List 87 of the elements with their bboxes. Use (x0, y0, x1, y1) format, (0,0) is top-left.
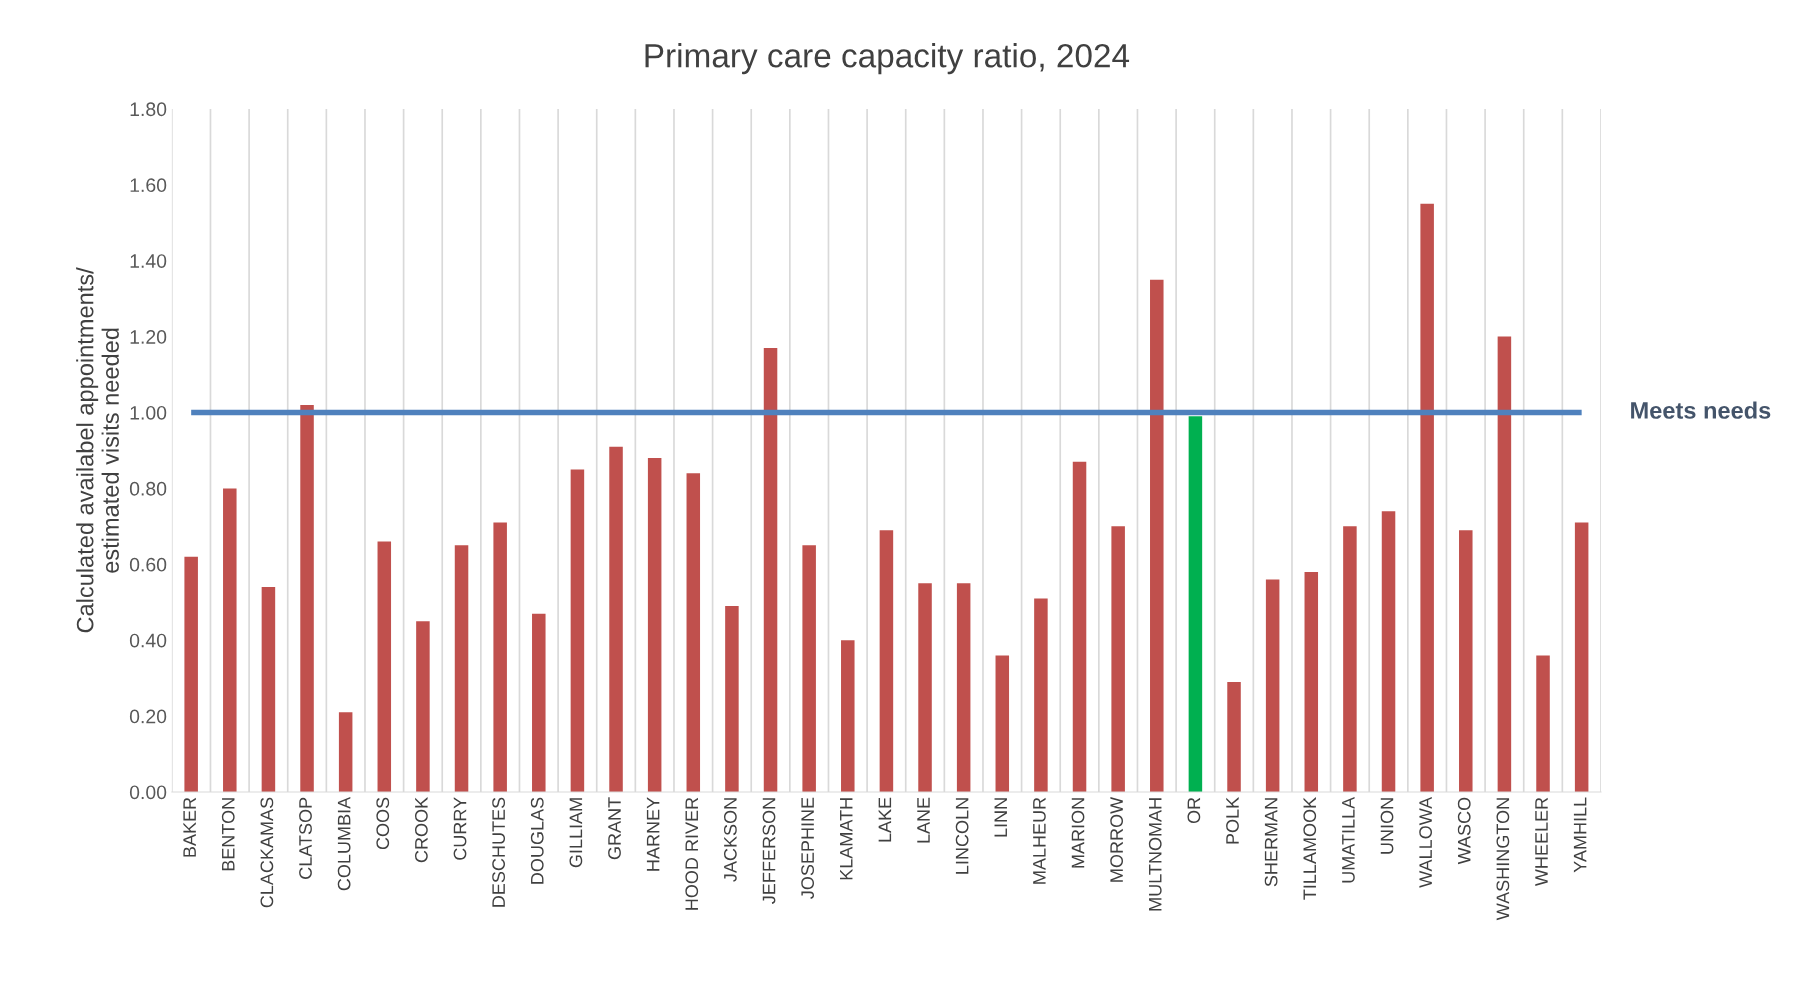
bar (918, 583, 932, 792)
y-tick-label: 1.20 (130, 330, 167, 344)
bar (725, 606, 739, 792)
bar (1072, 461, 1087, 792)
bar (1343, 526, 1357, 792)
x-tick-label: SHERMAN (1264, 798, 1278, 887)
bar (1304, 571, 1319, 792)
y-tick-label: 0.80 (129, 481, 167, 496)
y-tick-label: 1.60 (130, 178, 167, 193)
bar (879, 530, 894, 792)
bar (532, 613, 546, 792)
y-tick-label: 0.00 (129, 785, 167, 800)
x-tick-label: HARNEY (646, 797, 660, 871)
x-tick-label: LINCOLN (955, 798, 969, 874)
bar (763, 347, 778, 792)
x-tick-label: GILLIAM (569, 798, 583, 868)
chart-title: Primary care capacity ratio, 2024 (645, 43, 1130, 75)
bar (454, 545, 469, 792)
x-tick-label: TILLAMOOK (1303, 797, 1317, 900)
y-tick-label: 0.60 (129, 557, 167, 572)
bar (1150, 279, 1164, 792)
bar (995, 655, 1010, 792)
y-tick-label: 0.40 (129, 633, 167, 648)
x-tick-label: OR (1187, 797, 1201, 824)
x-tick-label: POLK (1226, 797, 1239, 844)
x-tick-label: KLAMATH (840, 798, 853, 880)
x-tick-label: BAKER (183, 797, 196, 857)
x-tick-label: JEFFERSON (762, 798, 776, 904)
x-tick-label: JOSEPHINE (801, 797, 815, 899)
x-tick-label: BENTON (221, 798, 235, 871)
x-tick-label: MARION (1071, 798, 1085, 868)
x-tick-label: CLACKAMAS (260, 797, 274, 908)
x-tick-label: COOS (376, 797, 390, 850)
bar (1227, 681, 1241, 792)
bar (377, 541, 392, 792)
bar (1497, 336, 1512, 792)
x-tick-label: WASCO (1457, 797, 1471, 865)
y-tick-label: 1.40 (130, 254, 167, 268)
x-tick-label: LAKE (878, 797, 892, 842)
bar (1420, 203, 1434, 792)
x-tick-label: WHEELER (1535, 797, 1548, 887)
x-tick-label: WALLOWA (1419, 796, 1432, 888)
x-tick-label: JACKSON (723, 798, 737, 882)
bar (1536, 655, 1550, 792)
bar (261, 587, 276, 792)
x-tick-label: WASHINGTON (1496, 798, 1510, 921)
x-tick-label: UNION (1380, 798, 1394, 854)
x-tick-label: UMATILLA (1342, 796, 1355, 883)
bar (1034, 598, 1048, 792)
bar (493, 522, 507, 792)
x-tick-label: MALHEUR (1033, 797, 1046, 884)
x-tick-label: CROOK (414, 797, 428, 863)
bar (647, 458, 662, 792)
x-tick-label: CURRY (453, 797, 467, 860)
bar (1381, 511, 1396, 792)
x-tick-label: DOUGLAS (530, 797, 544, 884)
bar (338, 712, 353, 792)
x-tick-label: YAMHILL (1573, 797, 1587, 873)
ref-line-label: Meets needs (1631, 401, 1771, 419)
bar (841, 640, 855, 792)
bar (570, 469, 585, 792)
y-axis-title: Calculated availabel appointments/ estimated visits needed (76, 267, 119, 633)
bar (609, 446, 623, 792)
y-tick-label: 1.00 (130, 405, 167, 420)
bar (1188, 416, 1203, 792)
x-tick-label: LANE (917, 797, 930, 843)
x-tick-label: HOOD RIVER (685, 797, 699, 910)
x-tick-label: LINN (994, 798, 1007, 837)
bar (223, 488, 237, 792)
bar (1111, 526, 1125, 792)
x-tick-label: DESCHUTES (492, 797, 506, 907)
x-tick-label: MORROW (1110, 796, 1123, 882)
bar (184, 556, 198, 792)
x-tick-label: MULTNOMAH (1148, 798, 1162, 911)
bar (416, 621, 430, 792)
x-tick-label: GRANT (608, 797, 621, 860)
bar (802, 545, 816, 792)
bar (1265, 579, 1280, 792)
bar (686, 473, 701, 792)
bar (1574, 522, 1589, 792)
x-tick-label: CLATSOP (299, 797, 312, 879)
y-tick-label: 0.20 (129, 709, 167, 724)
bar (956, 583, 971, 792)
bar (300, 404, 314, 792)
y-tick-label: 1.80 (130, 102, 167, 117)
x-tick-label: COLUMBIA (337, 796, 351, 891)
bar (1459, 530, 1473, 792)
